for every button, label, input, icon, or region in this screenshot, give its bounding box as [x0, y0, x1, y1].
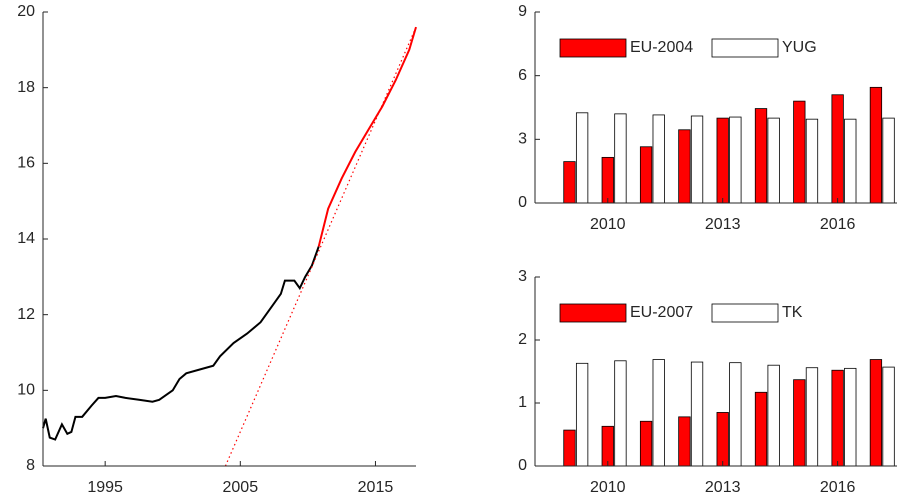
bar — [729, 362, 742, 467]
line — [317, 26, 417, 247]
bar — [652, 114, 665, 204]
legend-label: EU-2007 — [630, 304, 693, 321]
bar — [563, 429, 576, 467]
bar — [805, 118, 819, 204]
legend-swatch — [559, 303, 627, 323]
bar — [601, 425, 614, 467]
bar — [831, 369, 844, 467]
legend-swatch — [559, 38, 627, 58]
bar — [614, 360, 627, 467]
y-tick-label: 0 — [518, 194, 527, 211]
bar — [793, 379, 806, 467]
bar — [678, 416, 691, 467]
x-tick-label: 2010 — [590, 216, 626, 233]
bar — [844, 118, 857, 204]
x-tick-label: 2005 — [223, 479, 259, 496]
y-tick-label: 16 — [17, 155, 35, 172]
bar — [575, 112, 589, 204]
bar — [614, 113, 627, 204]
bar — [767, 117, 780, 204]
y-tick-label: 2 — [518, 331, 527, 348]
legend-label: YUG — [782, 39, 817, 56]
bar — [639, 146, 653, 204]
x-tick-label: 1995 — [87, 479, 123, 496]
bar — [805, 367, 819, 467]
y-tick-label: 18 — [17, 79, 35, 96]
bar — [678, 129, 691, 204]
x-tick-label: 2016 — [820, 216, 856, 233]
bar — [844, 367, 857, 467]
x-tick-label: 2013 — [705, 479, 741, 496]
y-tick-label: 8 — [26, 457, 35, 474]
y-tick-label: 3 — [518, 268, 527, 285]
y-tick-label: 12 — [17, 306, 35, 323]
y-tick-label: 9 — [518, 3, 527, 20]
y-tick-label: 20 — [17, 3, 35, 20]
legend-swatch — [711, 303, 779, 323]
bar — [639, 420, 653, 467]
bar — [754, 391, 768, 467]
x-tick-label: 2010 — [590, 479, 626, 496]
y-tick-label: 6 — [518, 67, 527, 84]
line — [224, 26, 417, 467]
legend-swatch — [711, 38, 779, 58]
x-tick-label: 2015 — [358, 479, 394, 496]
y-tick-label: 1 — [518, 394, 527, 411]
legend-label: TK — [782, 304, 803, 321]
bar — [652, 359, 665, 467]
bar — [690, 115, 704, 204]
y-tick-label: 10 — [17, 382, 35, 399]
legend-label: EU-2004 — [630, 39, 693, 56]
line — [42, 246, 320, 441]
x-tick-label: 2016 — [820, 479, 856, 496]
y-tick-label: 0 — [518, 457, 527, 474]
bar — [767, 364, 780, 467]
bar — [690, 361, 704, 467]
bar — [729, 116, 742, 204]
bar — [575, 362, 589, 467]
bar — [831, 94, 844, 204]
bar — [716, 117, 729, 204]
bar — [869, 359, 883, 467]
bar — [882, 117, 895, 204]
bar — [882, 366, 895, 467]
bar — [754, 108, 768, 204]
y-tick-label: 3 — [518, 131, 527, 148]
bar — [869, 86, 883, 204]
bar — [716, 412, 729, 467]
bar — [563, 161, 576, 204]
bar — [793, 100, 806, 204]
x-tick-label: 2013 — [705, 216, 741, 233]
bar — [601, 156, 614, 204]
y-tick-label: 14 — [17, 230, 35, 247]
